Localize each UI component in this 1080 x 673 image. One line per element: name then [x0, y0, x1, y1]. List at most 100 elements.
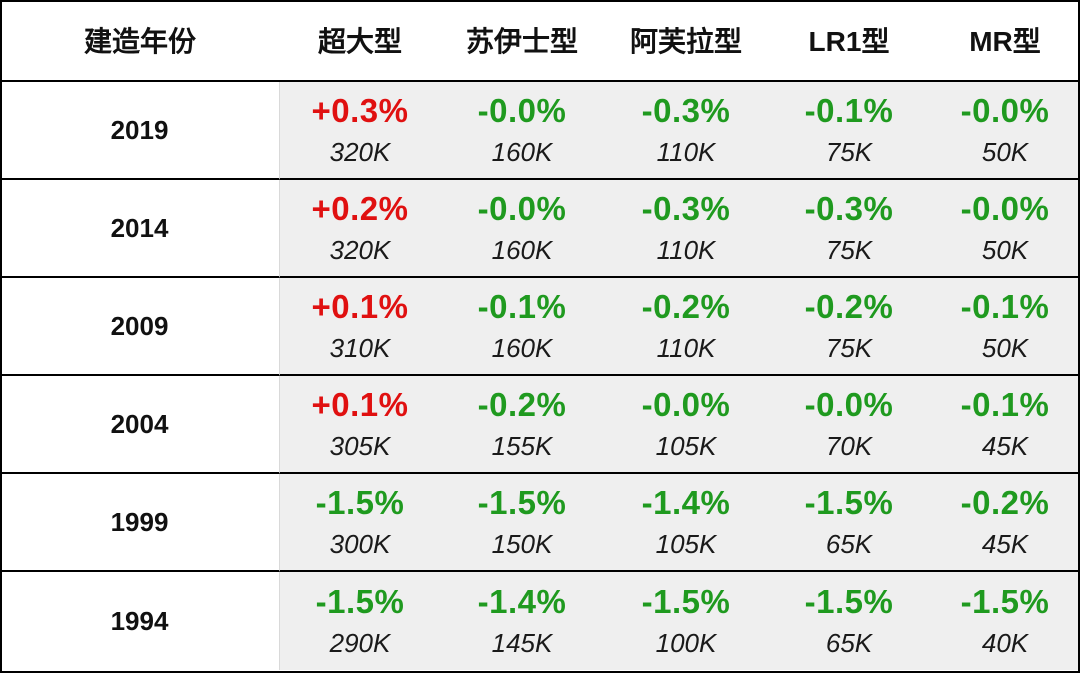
price-change-value: -0.0% [804, 386, 894, 423]
cell-mr: -1.5% 40K [930, 572, 1080, 670]
price-change-value: -0.3% [804, 190, 894, 227]
capacity-value: 160K [491, 333, 553, 363]
capacity-value: 290K [329, 628, 391, 658]
price-change-value: -0.0% [960, 92, 1050, 129]
header-lr1: LR1型 [768, 0, 930, 82]
price-change-value: -0.1% [960, 288, 1050, 325]
price-change-value: -0.1% [960, 386, 1050, 423]
capacity-value: 105K [655, 431, 717, 461]
header-suezmax: 苏伊士型 [440, 0, 604, 82]
cell-lr1: -0.0% 70K [768, 376, 930, 474]
row-year-label: 1999 [0, 474, 280, 572]
price-change-value: -0.0% [477, 92, 567, 129]
cell-vlcc: +0.1% 305K [280, 376, 440, 474]
capacity-value: 100K [655, 628, 717, 658]
cell-mr: -0.1% 45K [930, 376, 1080, 474]
cell-suezmax: -0.0% 160K [440, 180, 604, 278]
cell-lr1: -0.1% 75K [768, 82, 930, 180]
capacity-value: 305K [329, 431, 391, 461]
price-change-value: -1.5% [641, 583, 731, 620]
capacity-value: 75K [825, 235, 873, 265]
cell-vlcc: +0.1% 310K [280, 278, 440, 376]
cell-mr: -0.1% 50K [930, 278, 1080, 376]
cell-lr1: -0.3% 75K [768, 180, 930, 278]
row-year-label: 1994 [0, 572, 280, 670]
price-change-value: +0.1% [311, 288, 409, 325]
row-year-label: 2019 [0, 82, 280, 180]
cell-suezmax: -1.4% 145K [440, 572, 604, 670]
cell-vlcc: +0.3% 320K [280, 82, 440, 180]
cell-aframax: -0.3% 110K [604, 82, 768, 180]
price-change-value: +0.3% [311, 92, 409, 129]
price-change-value: -0.3% [641, 190, 731, 227]
cell-suezmax: -1.5% 150K [440, 474, 604, 572]
capacity-value: 75K [825, 333, 873, 363]
price-change-value: -1.5% [804, 484, 894, 521]
cell-aframax: -1.5% 100K [604, 572, 768, 670]
price-change-value: -0.1% [477, 288, 567, 325]
price-change-value: -0.2% [960, 484, 1050, 521]
cell-aframax: -0.3% 110K [604, 180, 768, 278]
price-change-value: -0.0% [641, 386, 731, 423]
row-year-label: 2009 [0, 278, 280, 376]
capacity-value: 65K [825, 628, 873, 658]
price-change-value: -1.5% [960, 583, 1050, 620]
capacity-value: 50K [981, 137, 1029, 167]
cell-aframax: -1.4% 105K [604, 474, 768, 572]
price-change-value: -0.1% [804, 92, 894, 129]
price-change-value: -0.0% [477, 190, 567, 227]
capacity-value: 160K [491, 235, 553, 265]
capacity-value: 310K [329, 333, 391, 363]
row-year-label: 2004 [0, 376, 280, 474]
capacity-value: 75K [825, 137, 873, 167]
price-change-value: -1.5% [315, 583, 405, 620]
cell-aframax: -0.0% 105K [604, 376, 768, 474]
capacity-value: 145K [491, 628, 553, 658]
price-change-value: +0.2% [311, 190, 409, 227]
price-change-value: -1.5% [477, 484, 567, 521]
price-change-value: -1.5% [804, 583, 894, 620]
header-vlcc: 超大型 [280, 0, 440, 82]
price-change-value: -0.2% [804, 288, 894, 325]
capacity-value: 40K [981, 628, 1029, 658]
cell-aframax: -0.2% 110K [604, 278, 768, 376]
cell-suezmax: -0.0% 160K [440, 82, 604, 180]
cell-lr1: -0.2% 75K [768, 278, 930, 376]
table-border-bottom [0, 671, 1080, 673]
cell-mr: -0.0% 50K [930, 180, 1080, 278]
capacity-value: 300K [329, 529, 391, 559]
header-aframax: 阿芙拉型 [604, 0, 768, 82]
header-mr: MR型 [930, 0, 1080, 82]
cell-lr1: -1.5% 65K [768, 474, 930, 572]
capacity-value: 70K [825, 431, 873, 461]
header-build-year: 建造年份 [0, 0, 280, 82]
capacity-value: 155K [491, 431, 553, 461]
cell-suezmax: -0.2% 155K [440, 376, 604, 474]
price-change-value: -0.2% [641, 288, 731, 325]
capacity-value: 110K [656, 235, 716, 265]
price-change-value: -1.4% [477, 583, 567, 620]
table-border-right [1078, 0, 1080, 673]
capacity-value: 50K [981, 333, 1029, 363]
cell-vlcc: -1.5% 300K [280, 474, 440, 572]
price-change-value: +0.1% [311, 386, 409, 423]
capacity-value: 105K [655, 529, 717, 559]
capacity-value: 320K [329, 235, 391, 265]
capacity-value: 45K [981, 529, 1029, 559]
capacity-value: 110K [656, 137, 716, 167]
price-change-value: -0.0% [960, 190, 1050, 227]
row-year-label: 2014 [0, 180, 280, 278]
table-border-top [0, 0, 1080, 2]
capacity-value: 160K [491, 137, 553, 167]
capacity-value: 110K [656, 333, 716, 363]
price-change-value: -1.4% [641, 484, 731, 521]
cell-suezmax: -0.1% 160K [440, 278, 604, 376]
price-change-value: -1.5% [315, 484, 405, 521]
cell-lr1: -1.5% 65K [768, 572, 930, 670]
cell-mr: -0.2% 45K [930, 474, 1080, 572]
table-border-left [0, 0, 2, 673]
capacity-value: 65K [825, 529, 873, 559]
cell-vlcc: +0.2% 320K [280, 180, 440, 278]
